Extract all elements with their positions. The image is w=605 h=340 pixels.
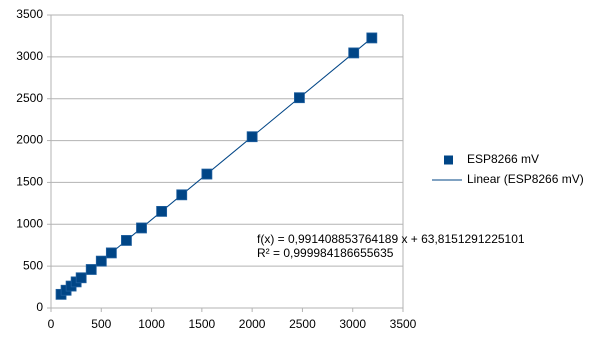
data-point <box>95 255 107 267</box>
y-tick-label: 500 <box>23 258 43 272</box>
data-point <box>105 247 117 259</box>
data-point <box>201 168 213 180</box>
y-tick-label: 0 <box>36 300 43 314</box>
data-point <box>246 131 258 143</box>
legend-label: ESP8266 mV <box>467 152 539 166</box>
y-tick-label: 3500 <box>16 7 43 21</box>
data-point <box>348 47 360 59</box>
y-tick-label: 1000 <box>16 216 43 230</box>
data-point <box>366 32 378 44</box>
x-tick-label: 2000 <box>239 317 266 331</box>
x-tick-label: 2500 <box>289 317 316 331</box>
legend-label: Linear (ESP8266 mV) <box>467 172 584 186</box>
data-point <box>176 189 188 201</box>
data-point <box>75 272 87 284</box>
data-point <box>121 235 132 246</box>
data-point <box>136 222 147 234</box>
x-tick-label: 1000 <box>138 317 165 331</box>
x-tick-label: 3000 <box>339 317 366 331</box>
x-tick-label: 500 <box>91 317 111 331</box>
trendline-equation: f(x) = 0,991408853764189 x + 63,81512912… <box>257 232 525 246</box>
data-point <box>156 205 168 217</box>
trendline-r-squared: R² = 0,999984186655635 <box>257 246 394 260</box>
y-tick-label: 3000 <box>16 49 43 63</box>
data-point <box>85 264 97 275</box>
x-tick-label: 0 <box>48 317 55 331</box>
y-tick-label: 2000 <box>16 133 43 147</box>
y-tick-label: 2500 <box>16 91 43 105</box>
x-tick-label: 1500 <box>189 317 216 331</box>
x-tick-label: 3500 <box>390 317 417 331</box>
y-tick-label: 1500 <box>16 175 43 189</box>
data-point <box>294 92 305 104</box>
legend-marker <box>444 155 453 165</box>
